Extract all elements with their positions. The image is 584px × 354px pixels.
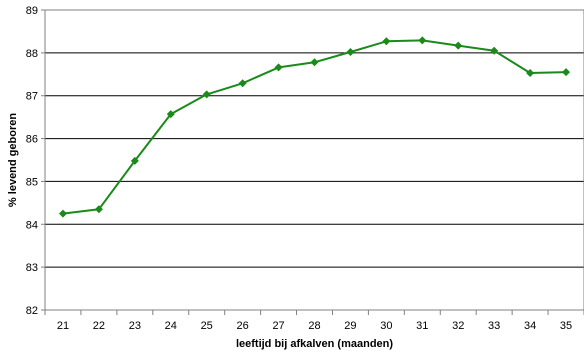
x-tick-label: 31 (416, 320, 428, 332)
x-tick-label: 33 (488, 320, 500, 332)
x-axis: 21 22 23 24 25 26 27 28 29 30 31 32 33 34 35 (44, 309, 584, 332)
data-point (346, 48, 355, 56)
data-point (238, 79, 247, 88)
y-tick-label: 83 (26, 262, 38, 274)
x-tick-label: 35 (560, 320, 572, 332)
data-point (418, 36, 427, 45)
x-tick-label: 25 (201, 320, 213, 332)
y-tick-label: 82 (26, 305, 38, 317)
y-tick-label: 86 (26, 134, 38, 146)
data-point (382, 37, 391, 46)
data-point (58, 209, 67, 218)
y-tick-label: 88 (26, 48, 38, 60)
x-tick-label: 24 (165, 320, 177, 332)
data-point (490, 46, 499, 55)
x-tick-label: 30 (380, 320, 392, 332)
x-tick-label: 21 (57, 320, 69, 332)
data-point (202, 90, 211, 99)
series-group (58, 36, 571, 218)
y-tick-label: 84 (26, 219, 38, 231)
x-tick-label: 29 (344, 320, 356, 332)
y-tick-label: 89 (26, 5, 38, 17)
data-point (166, 110, 175, 119)
data-point (562, 68, 571, 77)
x-tick-label: 23 (129, 320, 141, 332)
data-point (94, 205, 103, 214)
data-point (274, 63, 283, 72)
x-tick-label: 28 (308, 320, 320, 332)
data-point (310, 58, 319, 67)
x-axis-title: leeftijd bij afkalven (maanden) (236, 338, 393, 350)
x-tick-label: 26 (237, 320, 249, 332)
x-tick-label: 22 (93, 320, 105, 332)
data-point (526, 69, 535, 77)
y-axis: 82 83 84 85 86 87 88 89 (26, 5, 45, 317)
x-tick-label: 27 (272, 320, 284, 332)
y-axis-title: % levend geboren (7, 113, 19, 207)
data-point (454, 41, 463, 50)
y-tick-label: 85 (26, 176, 38, 188)
x-tick-label: 34 (524, 320, 536, 332)
data-point (130, 156, 139, 165)
y-tick-label: 87 (26, 91, 38, 103)
x-tick-label: 32 (452, 320, 464, 332)
